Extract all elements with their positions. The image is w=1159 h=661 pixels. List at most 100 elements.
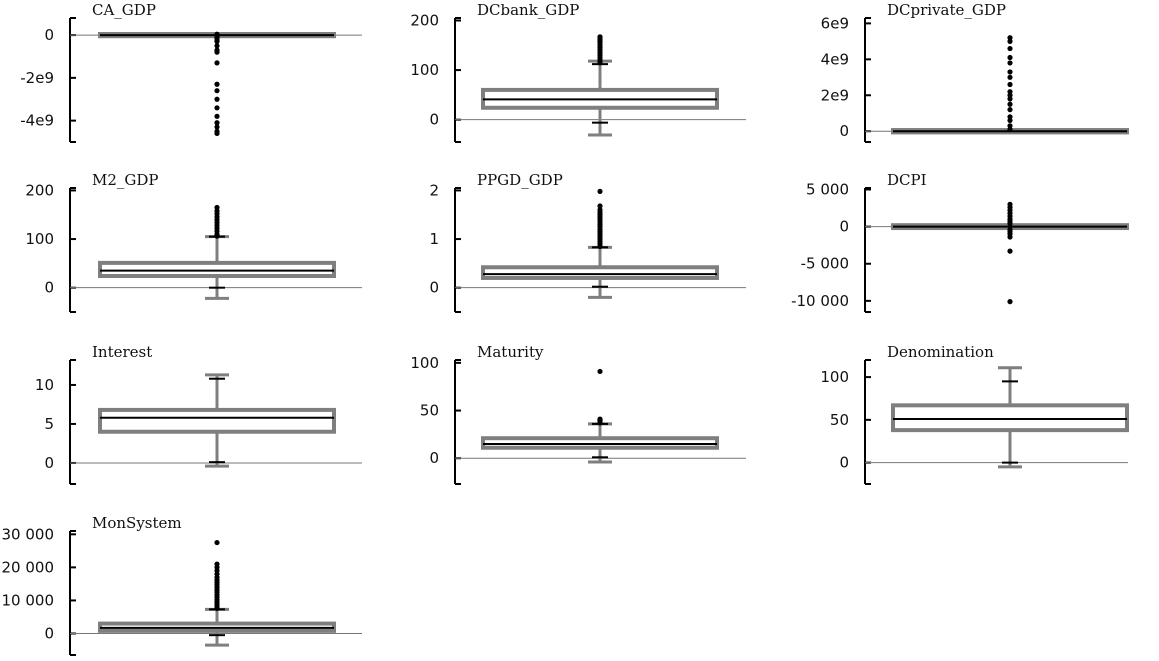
outlier-point xyxy=(1007,123,1013,129)
panel-title: M2_GDP xyxy=(92,171,159,189)
panel-title: DCprivate_GDP xyxy=(887,1,1006,19)
y-tick-label: 200 xyxy=(410,11,439,29)
outlier-point xyxy=(1007,96,1013,102)
outlier-point xyxy=(1007,38,1013,44)
y-tick-label: 50 xyxy=(830,411,849,429)
outlier-point xyxy=(214,49,220,55)
y-tick-label: 0 xyxy=(839,454,849,472)
panel-title: Denomination xyxy=(887,343,994,361)
iqr-box xyxy=(891,403,1129,433)
outlier-point xyxy=(597,207,603,213)
iqr-box xyxy=(481,265,719,280)
y-tick-label: 2e9 xyxy=(821,86,849,104)
panel-6: 10 5 0 Interest xyxy=(35,343,362,485)
outlier-point xyxy=(214,60,220,66)
outlier-point xyxy=(1007,54,1013,61)
outlier-point xyxy=(214,561,220,567)
panel-1: 200 100 0 DCbank_GDP xyxy=(410,1,746,143)
outlier-point xyxy=(214,124,220,130)
panel-title: Maturity xyxy=(477,343,544,361)
y-tick-label: 4e9 xyxy=(821,50,849,68)
y-tick-label: 0 xyxy=(839,218,849,236)
outlier-point xyxy=(214,130,220,137)
y-tick-label: 0 xyxy=(44,279,54,297)
y-tick-label: 0 xyxy=(429,279,439,297)
y-tick-label: 0 xyxy=(44,26,54,44)
outlier-point xyxy=(214,81,220,87)
panel-2: 6e9 4e9 2e9 0 DCprivate_GDP xyxy=(821,1,1129,143)
outlier-point xyxy=(1007,117,1013,124)
outlier-point xyxy=(214,88,220,94)
outlier-point xyxy=(214,120,220,126)
outlier-point xyxy=(1007,74,1013,80)
outlier-point xyxy=(1007,248,1013,254)
panel-title: PPGD_GDP xyxy=(477,171,563,189)
y-tick-label: 100 xyxy=(410,61,439,79)
outlier-point xyxy=(214,38,220,45)
y-tick-label: 100 xyxy=(820,368,849,386)
outlier-point xyxy=(1007,35,1013,41)
outlier-point xyxy=(214,204,220,211)
y-tick-label: 0 xyxy=(429,449,439,467)
outlier-point xyxy=(1007,101,1013,107)
y-tick-label: 5 xyxy=(44,415,54,433)
outlier-point xyxy=(214,105,220,111)
y-tick-label: -10 000 xyxy=(791,292,849,310)
y-tick-label: 100 xyxy=(410,354,439,372)
y-tick-label: 6e9 xyxy=(821,14,849,32)
outlier-point xyxy=(1007,69,1013,75)
outlier-point xyxy=(597,416,603,422)
panel-title: DCbank_GDP xyxy=(477,1,579,19)
y-tick-label: 0 xyxy=(44,454,54,472)
outlier-point xyxy=(1007,45,1013,52)
outlier-point xyxy=(1007,234,1013,240)
y-tick-label: 0 xyxy=(429,111,439,129)
outlier-point xyxy=(1007,299,1013,305)
y-tick-label: 2 xyxy=(429,181,439,199)
panel-title: Interest xyxy=(92,343,152,361)
y-tick-label: 50 xyxy=(420,402,439,420)
y-tick-label: 20 000 xyxy=(2,558,55,576)
outlier-point xyxy=(1007,60,1013,66)
outlier-point xyxy=(1007,114,1013,120)
outlier-point xyxy=(214,539,220,546)
panel-8: 100 50 0 Denomination xyxy=(820,343,1129,485)
outlier-point xyxy=(214,113,220,119)
y-tick-label: 5 000 xyxy=(806,180,849,198)
y-tick-label: 200 xyxy=(25,181,54,199)
y-tick-label: -2e9 xyxy=(20,69,54,87)
y-tick-label: 10 xyxy=(35,376,54,394)
panel-title: MonSystem xyxy=(92,514,182,532)
outlier-point xyxy=(597,188,603,195)
outlier-point xyxy=(597,368,603,375)
y-tick-label: 0 xyxy=(44,625,54,643)
y-tick-label: 1 xyxy=(429,230,439,248)
outlier-point xyxy=(214,43,220,49)
y-tick-label: 100 xyxy=(25,230,54,248)
y-tick-label: 10 000 xyxy=(2,591,55,609)
iqr-box xyxy=(98,407,336,434)
panel-title: CA_GDP xyxy=(92,1,156,19)
panel-9: 30 000 20 000 10 000 0 MonSystem xyxy=(2,514,362,656)
outlier-point xyxy=(1007,107,1013,113)
panel-title: DCPI xyxy=(887,171,927,189)
y-tick-label: 0 xyxy=(839,122,849,140)
outlier-point xyxy=(597,34,603,40)
panel-3: 200 100 0 M2_GDP xyxy=(25,171,362,313)
panel-4: 2 1 0 PPGD_GDP xyxy=(429,171,746,313)
panel-5: 5 000 0 -5 000 -10 000 DCPI xyxy=(791,171,1129,313)
y-tick-label: -5 000 xyxy=(801,255,849,273)
outlier-point xyxy=(597,203,603,209)
panel-0: 0 -2e9 -4e9 CA_GDP xyxy=(20,1,362,143)
y-tick-label: 30 000 xyxy=(2,525,55,543)
y-tick-label: -4e9 xyxy=(20,112,54,130)
outlier-point xyxy=(1007,126,1013,133)
panel-7: 100 50 0 Maturity xyxy=(410,343,746,485)
outlier-point xyxy=(1007,92,1013,98)
iqr-box xyxy=(98,260,336,279)
outlier-point xyxy=(214,96,220,102)
outlier-point xyxy=(1007,89,1013,95)
outlier-point xyxy=(1007,221,1013,227)
outlier-point xyxy=(1007,81,1013,88)
